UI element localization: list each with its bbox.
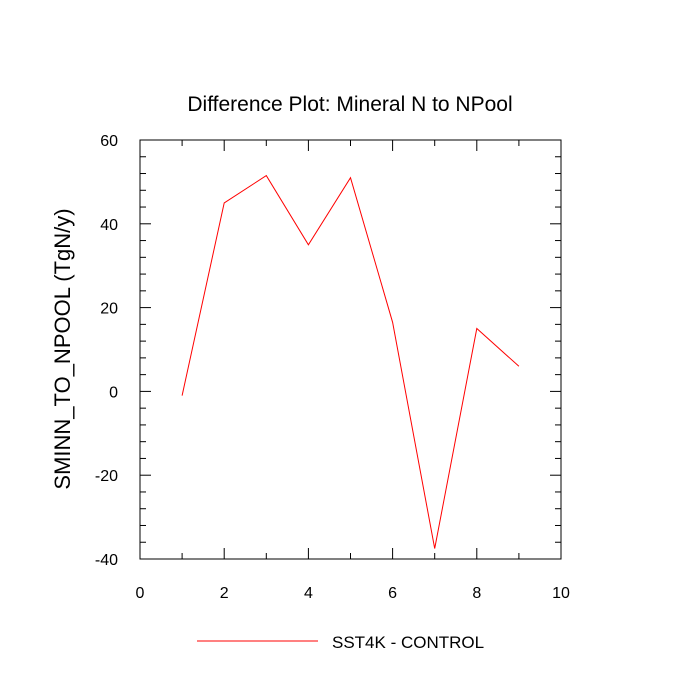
- y-tick-label: 40: [100, 217, 118, 234]
- y-axis-label: SMINN_TO_NPOOL (TgN/y): [50, 208, 75, 489]
- x-tick-label: 4: [304, 585, 313, 602]
- chart-title: Difference Plot: Mineral N to NPool: [187, 93, 512, 116]
- y-tick-label: 0: [109, 384, 118, 401]
- y-tick-label: 60: [100, 133, 118, 150]
- series-line: [181, 174, 520, 549]
- x-tick-label: 0: [136, 585, 145, 602]
- legend-label: SST4K - CONTROL: [332, 633, 484, 652]
- x-tick-label: 6: [388, 585, 397, 602]
- series-lines: [181, 174, 520, 549]
- x-tick-label: 2: [220, 585, 229, 602]
- legend: SST4K - CONTROL: [197, 633, 484, 652]
- y-tick-label: -40: [95, 552, 118, 569]
- plot-frame: [139, 139, 562, 560]
- y-tick-label: -20: [95, 468, 118, 485]
- x-tick-label: 8: [472, 585, 481, 602]
- x-tick-label: 10: [552, 585, 570, 602]
- y-tick-label: 20: [100, 301, 118, 318]
- axes: 0 2 4 6 8 10 60 40 20 0 -20 -40: [95, 133, 570, 602]
